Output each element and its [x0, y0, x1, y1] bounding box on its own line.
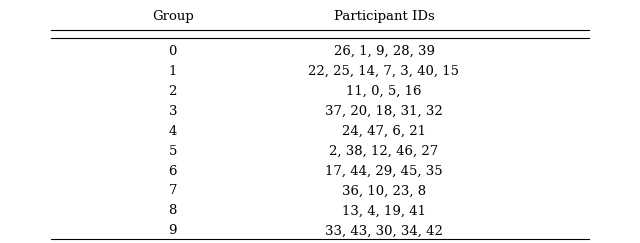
Text: 13, 4, 19, 41: 13, 4, 19, 41	[342, 204, 426, 217]
Text: 17, 44, 29, 45, 35: 17, 44, 29, 45, 35	[325, 165, 443, 177]
Text: Participant IDs: Participant IDs	[333, 10, 435, 23]
Text: 24, 47, 6, 21: 24, 47, 6, 21	[342, 125, 426, 138]
Text: 26, 1, 9, 28, 39: 26, 1, 9, 28, 39	[333, 45, 435, 58]
Text: 37, 20, 18, 31, 32: 37, 20, 18, 31, 32	[325, 105, 443, 118]
Text: Group: Group	[152, 10, 194, 23]
Text: 9: 9	[168, 224, 177, 237]
Text: 2, 38, 12, 46, 27: 2, 38, 12, 46, 27	[330, 145, 438, 157]
Text: 2: 2	[168, 85, 177, 98]
Text: 7: 7	[168, 184, 177, 197]
Text: 11, 0, 5, 16: 11, 0, 5, 16	[346, 85, 422, 98]
Text: 4: 4	[168, 125, 177, 138]
Text: 8: 8	[168, 204, 177, 217]
Text: 36, 10, 23, 8: 36, 10, 23, 8	[342, 184, 426, 197]
Text: 33, 43, 30, 34, 42: 33, 43, 30, 34, 42	[325, 224, 443, 237]
Text: 5: 5	[168, 145, 177, 157]
Text: 0: 0	[168, 45, 177, 58]
Text: 1: 1	[168, 65, 177, 78]
Text: 6: 6	[168, 165, 177, 177]
Text: 3: 3	[168, 105, 177, 118]
Text: 22, 25, 14, 7, 3, 40, 15: 22, 25, 14, 7, 3, 40, 15	[308, 65, 460, 78]
